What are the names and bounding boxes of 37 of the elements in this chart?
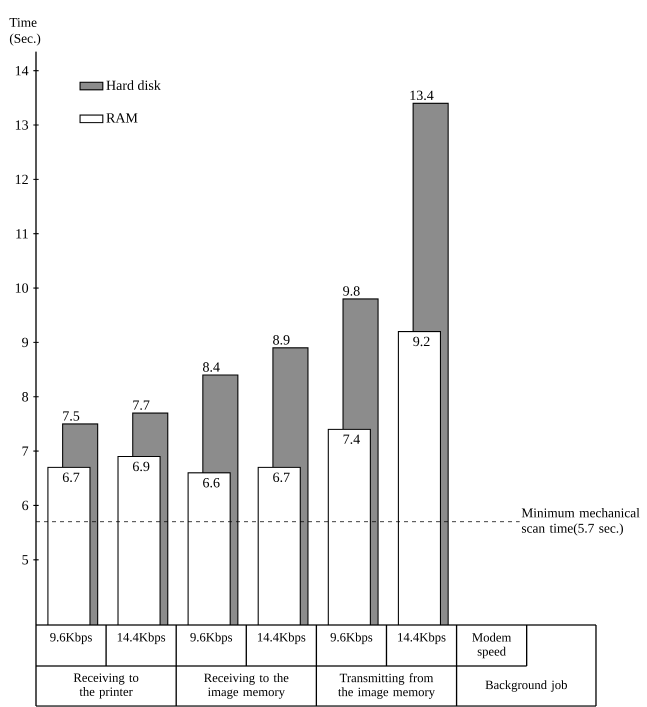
data-label: 6.6 (203, 478, 220, 488)
x-tick-label: 14.4Kbps (258, 632, 306, 644)
legend-label: Hard disk (106, 80, 161, 90)
text: Modem speed (472, 632, 512, 658)
y-tick-label: 13 (16, 120, 28, 130)
y-tick-label: 11 (16, 229, 28, 238)
y-tick-label: 12 (16, 174, 28, 184)
text: Receiving to the image memory (204, 673, 288, 699)
x-tick-label: 9.6Kbps (190, 632, 232, 644)
data-label: 13.4 (410, 90, 434, 100)
data-label: 7.4 (344, 434, 360, 444)
data-label: 7.7 (133, 400, 150, 410)
text: Receiving to the printer (74, 673, 138, 699)
y-tick-label: 10 (16, 283, 28, 293)
y-tick-label: 9 (22, 338, 28, 348)
data-label: 6.7 (273, 472, 290, 482)
y-tick-label: 7 (22, 446, 28, 456)
x-tick-label: 9.6Kbps (330, 632, 372, 644)
x-tick-label: 14.4Kbps (118, 632, 166, 644)
ref-line-label: Minimum mechanical scan time(5.7 sec.) (522, 508, 640, 536)
x-tick-label: 14.4Kbps (398, 632, 446, 644)
data-label: 8.9 (273, 335, 290, 345)
y-tick-label: 6 (22, 500, 28, 510)
y-tick-label: 5 (22, 555, 28, 564)
data-label: 7.5 (63, 411, 80, 421)
legend-label: RAM (106, 113, 138, 122)
y-tick-label: 14 (16, 66, 28, 76)
data-label: 9.2 (413, 336, 430, 346)
text: Transmitting from the image memory (338, 673, 435, 699)
data-label: 8.4 (203, 362, 220, 372)
data-label: 9.8 (343, 286, 360, 296)
x-tick-label: 9.6Kbps (50, 632, 92, 644)
y-axis-title: Time (Sec.) (10, 18, 40, 46)
y-tick-label: 8 (22, 392, 28, 402)
data-label: 6.7 (62, 472, 80, 482)
data-label: 6.9 (133, 462, 150, 472)
text: Background job (485, 680, 567, 692)
